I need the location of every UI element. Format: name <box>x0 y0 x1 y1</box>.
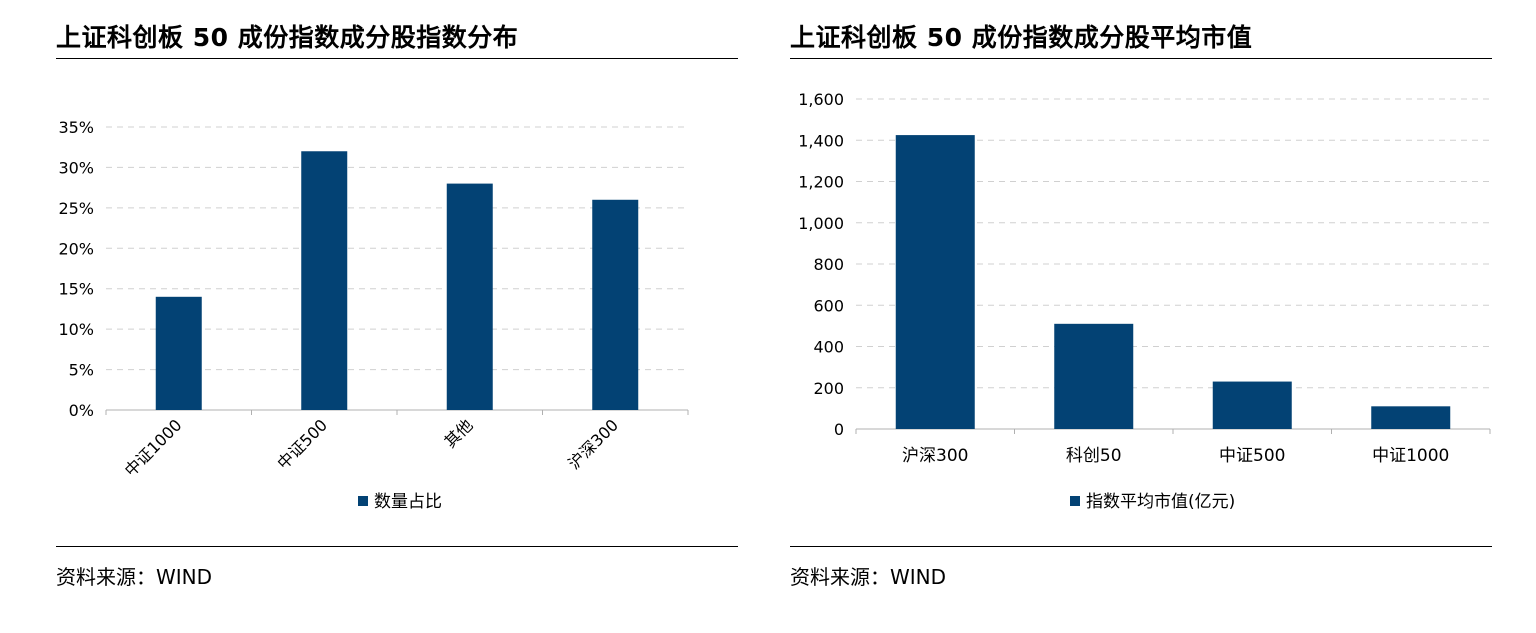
right-bar <box>1212 381 1292 429</box>
right-bar-chart: 0 200 400 600 800 1,000 1,200 1,400 1,600 沪深300 科创… <box>798 90 1491 512</box>
right-y-tick-label: 800 <box>813 255 844 274</box>
left-y-tick-label: 25% <box>58 199 94 218</box>
left-y-tick-label: 35% <box>58 118 94 137</box>
right-source-divider <box>790 546 1492 547</box>
right-y-tick-label: 1,400 <box>798 131 844 150</box>
left-category-label: 中证500 <box>273 415 331 473</box>
right-chart-title: 上证科创板 50 成份指数成分股平均市值 <box>790 23 1253 52</box>
left-y-tick-label: 30% <box>58 158 94 177</box>
right-bar <box>895 135 975 429</box>
left-source-note: 资料来源：WIND <box>56 565 213 589</box>
right-category-label: 科创50 <box>1066 446 1122 466</box>
left-y-tick-label: 15% <box>58 280 94 299</box>
left-category-label: 沪深300 <box>564 415 622 473</box>
left-y-tick-label: 10% <box>58 320 94 339</box>
right-category-label: 中证1000 <box>1372 446 1449 466</box>
right-source-note: 资料来源：WIND <box>790 565 947 589</box>
right-y-tick-label: 0 <box>834 420 844 439</box>
right-category-label: 沪深300 <box>902 446 968 466</box>
right-category-label: 中证500 <box>1219 446 1285 466</box>
left-bar <box>155 296 202 410</box>
left-chart-panel: 上证科创板 50 成份指数成分股指数分布 0% 5% 10% 15% 20% 25% 30%… <box>0 0 760 633</box>
left-legend-swatch <box>358 496 368 506</box>
left-title-divider <box>56 58 738 59</box>
left-chart-title: 上证科创板 50 成份指数成分股指数分布 <box>56 23 519 52</box>
right-y-tick-label: 1,200 <box>798 173 844 192</box>
right-y-tick-label: 600 <box>813 296 844 315</box>
right-legend-label: 指数平均市值(亿元) <box>1086 492 1235 512</box>
left-y-tick-label: 5% <box>69 361 94 380</box>
right-chart-panel: 上证科创板 50 成份指数成分股平均市值 0 200 400 600 800 1,000 1… <box>760 0 1536 633</box>
left-category-label: 其他 <box>441 415 477 451</box>
left-y-tick-label: 0% <box>69 401 94 420</box>
right-y-tick-label: 200 <box>813 379 844 398</box>
left-legend-label: 数量占比 <box>374 492 442 512</box>
left-source-divider <box>56 546 738 547</box>
right-bar <box>1054 323 1134 429</box>
right-y-tick-label: 400 <box>813 338 844 357</box>
left-bar <box>446 183 493 410</box>
left-y-tick-label: 20% <box>58 239 94 258</box>
left-bar <box>592 199 639 410</box>
right-y-tick-label: 1,600 <box>798 90 844 109</box>
right-y-tick-label: 1,000 <box>798 214 844 233</box>
left-bar-chart: 0% 5% 10% 15% 20% 25% 30% 35% 中证1000 中证500 其他 沪深300… <box>58 118 689 512</box>
left-category-label: 中证1000 <box>121 415 186 480</box>
left-bar <box>301 151 348 410</box>
right-bar <box>1371 406 1451 429</box>
right-legend-swatch <box>1070 496 1080 506</box>
right-title-divider <box>790 58 1492 59</box>
